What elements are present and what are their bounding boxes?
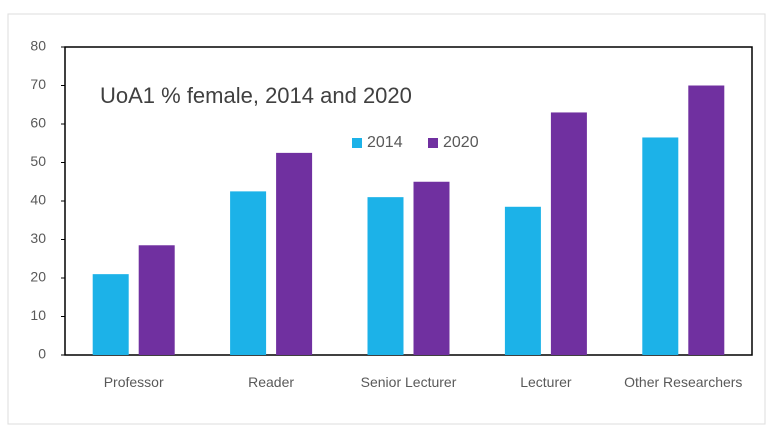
x-tick-label: Lecturer <box>520 374 572 390</box>
legend-label: 2020 <box>443 134 479 151</box>
bar <box>550 112 587 355</box>
bar <box>688 85 725 355</box>
bar <box>504 206 541 355</box>
y-tick-label: 0 <box>38 346 46 362</box>
chart-title: UoA1 % female, 2014 and 2020 <box>100 83 412 108</box>
legend-swatch <box>428 138 438 148</box>
legend-swatch <box>352 138 362 148</box>
y-tick-label: 80 <box>30 38 46 54</box>
y-tick-label: 20 <box>30 269 46 285</box>
y-tick-label: 50 <box>30 153 46 169</box>
bar <box>367 197 404 355</box>
bar <box>413 181 450 355</box>
y-tick-label: 70 <box>30 76 46 92</box>
x-tick-label: Senior Lecturer <box>360 374 457 390</box>
x-tick-label: Reader <box>248 374 295 390</box>
y-tick-label: 60 <box>30 115 46 131</box>
x-tick-label: Professor <box>103 374 164 390</box>
y-tick-label: 30 <box>30 230 46 246</box>
bar <box>230 191 267 355</box>
bar <box>92 274 129 355</box>
y-tick-label: 40 <box>30 192 46 208</box>
bar <box>138 245 175 355</box>
bar <box>642 137 679 355</box>
bar <box>276 152 313 355</box>
x-tick-label: Other Researchers <box>624 374 743 390</box>
y-tick-label: 10 <box>30 307 46 323</box>
legend-label: 2014 <box>367 134 403 151</box>
